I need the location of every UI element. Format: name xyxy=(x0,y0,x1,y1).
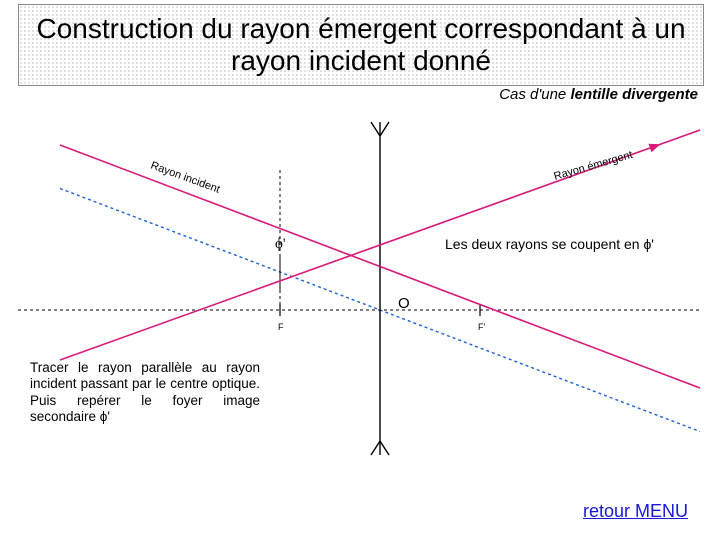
instruction-caption: Tracer le rayon parallèle au rayon incid… xyxy=(30,360,260,426)
subtitle: Cas d'une lentille divergente xyxy=(499,86,698,103)
subtitle-bold: lentille divergente xyxy=(570,86,698,103)
incident-ray xyxy=(60,145,700,388)
page-title: Construction du rayon émergent correspon… xyxy=(19,13,703,77)
f-left-label: F xyxy=(278,322,284,332)
center-O-label: O xyxy=(398,295,410,312)
emergent-arrow-icon xyxy=(648,144,660,152)
lens-top-arrow-icon xyxy=(371,122,389,136)
subtitle-prefix: Cas d'une xyxy=(499,86,570,103)
f-right-label: F' xyxy=(478,322,485,332)
phi-prime-label: ϕ' xyxy=(275,236,286,253)
intersection-label: Les deux rayons se coupent en ϕ' xyxy=(445,236,654,252)
title-box: Construction du rayon émergent correspon… xyxy=(18,4,704,86)
lens-bottom-arrow-icon xyxy=(371,441,389,455)
emergent-label: Rayon émergent xyxy=(553,149,634,183)
return-menu-link[interactable]: retour MENU xyxy=(583,501,688,522)
incident-label: Rayon incident xyxy=(149,160,221,196)
